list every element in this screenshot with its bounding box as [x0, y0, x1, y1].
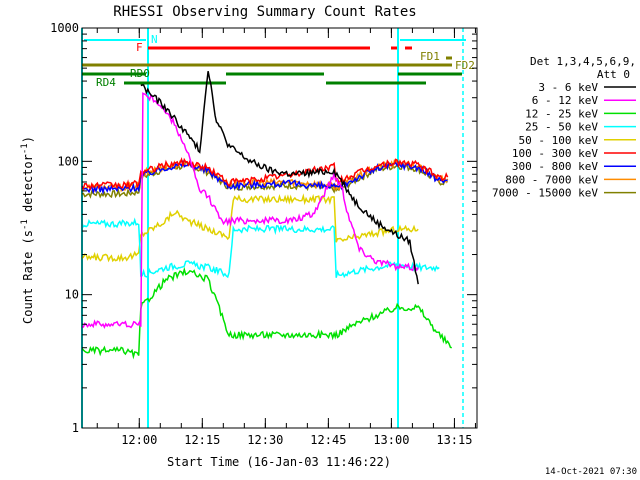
legend-label: 12 - 25 keV: [525, 107, 598, 120]
legend-header-1: Det 1,3,4,5,6,9,: [530, 55, 636, 68]
y-axis-label: Count Rate (s-1 detector-1): [20, 136, 35, 324]
x-tick-label: 12:15: [184, 433, 220, 447]
legend-header-2: Att 0: [597, 68, 630, 81]
night-bar-label: N: [151, 33, 158, 46]
legend-label: 100 - 300 keV: [512, 147, 598, 160]
legend-label: 300 - 800 keV: [512, 160, 598, 173]
y-tick-label: 10: [65, 288, 79, 302]
legend-label: 50 - 100 keV: [519, 134, 599, 147]
series-line-7: [81, 92, 419, 330]
x-axis: 12:00 12:15 12:30 12:45 13:00 13:15: [96, 28, 476, 447]
fd2-label: FD2: [455, 59, 475, 72]
series-line-4: [81, 193, 419, 263]
x-tick-label: 13:00: [373, 433, 409, 447]
series-line-8: [140, 71, 419, 285]
legend-label: 6 - 12 keV: [532, 94, 599, 107]
x-tick-label: 12:30: [247, 433, 283, 447]
observing-bars: NF FD1 FD2 RD0 RD4: [81, 28, 475, 428]
fd1-label: FD1: [420, 50, 440, 63]
series-line-6: [81, 266, 452, 360]
rd4-label: RD4: [96, 76, 116, 89]
y-axis: 1 10 100 1000: [50, 21, 477, 435]
x-tick-label: 13:15: [436, 433, 472, 447]
legend-label: 7000 - 15000 keV: [492, 187, 598, 200]
y-tick-label: 1: [72, 421, 79, 435]
x-tick-label: 12:00: [121, 433, 157, 447]
x-tick-label: 12:45: [310, 433, 346, 447]
y-tick-label: 1000: [50, 21, 79, 35]
y-tick-label: 100: [57, 154, 79, 168]
rd0-label: RD0: [130, 67, 150, 80]
plot-frame: [81, 27, 478, 429]
series-layer: [81, 71, 452, 360]
flare-bar-label: F: [136, 41, 143, 54]
x-axis-label: Start Time (16-Jan-03 11:46:22): [167, 455, 391, 469]
chart-title: RHESSI Observing Summary Count Rates: [113, 4, 416, 20]
generation-timestamp: 14-Oct-2021 07:30: [545, 467, 637, 477]
legend-label: 25 - 50 keV: [525, 121, 598, 134]
legend-label: 3 - 6 keV: [538, 81, 598, 94]
legend-label: 800 - 7000 keV: [505, 173, 598, 186]
